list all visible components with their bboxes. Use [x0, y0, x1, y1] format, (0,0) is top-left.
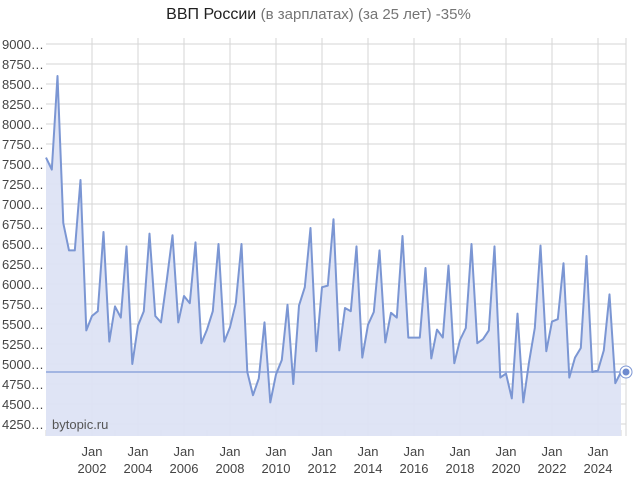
watermark: bytopic.ru: [52, 417, 108, 432]
y-tick-label: 6750…: [2, 217, 44, 232]
chart-title-subtitle: (в зарплатах) (за 25 лет) -35%: [260, 6, 471, 23]
y-tick-label: 8750…: [2, 57, 44, 72]
x-tick-label: Jan: [450, 444, 471, 459]
x-tick-label: Jan: [588, 444, 609, 459]
x-tick-label: 2024: [584, 461, 613, 476]
y-tick-label: 5500…: [2, 317, 44, 332]
y-tick-label: 8250…: [2, 97, 44, 112]
x-tick-label: Jan: [358, 444, 379, 459]
y-tick-label: 6000…: [2, 277, 44, 292]
chart-title: ВВП России (в зарплатах) (за 25 лет) -35…: [0, 6, 637, 24]
x-tick-label: Jan: [128, 444, 149, 459]
area-fill: [46, 76, 621, 436]
x-axis-labels: Jan 2002 Jan 2004 Jan 2006 Jan 2008 Jan 2010 Jan 20…: [78, 444, 613, 476]
y-tick-label: 7000…: [2, 197, 44, 212]
x-tick-label: Jan: [220, 444, 241, 459]
x-tick-label: Jan: [542, 444, 563, 459]
x-tick-label: 2022: [538, 461, 567, 476]
y-tick-label: 6500…: [2, 237, 44, 252]
last-point-marker[interactable]: [619, 365, 633, 379]
x-tick-label: Jan: [312, 444, 333, 459]
y-axis-labels: 9000… 8750… 8500… 8250… 8000… 7750… 7500… 7250……: [2, 37, 44, 432]
x-tick-label: 2010: [262, 461, 291, 476]
y-tick-label: 5750…: [2, 297, 44, 312]
y-tick-label: 4750…: [2, 377, 44, 392]
y-tick-label: 7500…: [2, 157, 44, 172]
x-tick-label: 2002: [78, 461, 107, 476]
y-tick-label: 8000…: [2, 117, 44, 132]
y-tick-label: 4250…: [2, 417, 44, 432]
x-tick-label: 2014: [354, 461, 383, 476]
x-tick-label: Jan: [174, 444, 195, 459]
chart-title-main: ВВП России: [166, 6, 257, 23]
y-tick-label: 6250…: [2, 257, 44, 272]
y-tick-label: 7250…: [2, 177, 44, 192]
x-tick-label: 2008: [216, 461, 245, 476]
x-tick-label: 2020: [492, 461, 521, 476]
x-tick-label: 2004: [124, 461, 153, 476]
y-tick-label: 5250…: [2, 337, 44, 352]
x-tick-label: Jan: [82, 444, 103, 459]
y-tick-label: 9000…: [2, 37, 44, 52]
x-tick-label: 2016: [400, 461, 429, 476]
x-tick-label: Jan: [266, 444, 287, 459]
x-tick-label: 2018: [446, 461, 475, 476]
data-line: [45, 75, 622, 404]
x-tick-label: Jan: [404, 444, 425, 459]
y-tick-label: 8500…: [2, 77, 44, 92]
x-tick-label: Jan: [496, 444, 517, 459]
x-tick-label: 2006: [170, 461, 199, 476]
y-tick-label: 4500…: [2, 397, 44, 412]
x-tick-label: 2012: [308, 461, 337, 476]
y-tick-label: 7750…: [2, 137, 44, 152]
y-tick-label: 5000…: [2, 357, 44, 372]
